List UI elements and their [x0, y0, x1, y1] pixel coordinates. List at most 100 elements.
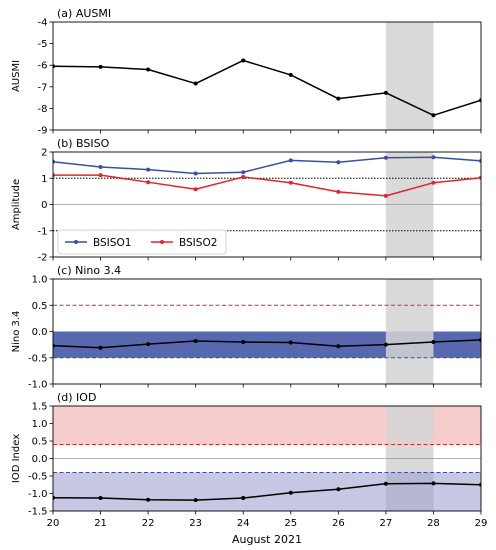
- data-point: [146, 497, 151, 502]
- data-point: [193, 171, 198, 176]
- data-point: [431, 113, 436, 118]
- series-line: [53, 174, 481, 197]
- panel-title: (a) AUSMI: [57, 7, 111, 20]
- panel-ausmi: -9 -8 -7 -6 -5 -4 (a) AUSMI AUSMI: [11, 7, 482, 137]
- data-point: [241, 58, 246, 63]
- y-tick-label: -4: [38, 18, 48, 29]
- panel-title: (d) IOD: [57, 391, 96, 404]
- y-tick-label: -7: [38, 82, 48, 93]
- y-tick-label: 0.5: [32, 301, 48, 312]
- y-tick-label: 0.0: [32, 454, 48, 465]
- x-tick-label: 21: [94, 518, 107, 529]
- highlight-span: [385, 279, 434, 384]
- y-tick-label: -1.0: [28, 380, 48, 391]
- data-point: [146, 167, 151, 172]
- x-tick-label: 20: [47, 518, 60, 529]
- y-tick-label: 0.0: [32, 327, 48, 338]
- data-point: [241, 174, 246, 179]
- data-point: [431, 481, 436, 486]
- data-point: [479, 337, 481, 342]
- data-point: [336, 96, 341, 101]
- data-point: [98, 496, 103, 501]
- panel-bsiso: -2 -1 0 1 2 (b) BSISO Amplitude BSISO1 BSISO2: [11, 137, 482, 264]
- data-point: [53, 495, 55, 500]
- x-tick-label: 27: [380, 518, 393, 529]
- y-tick-label: 2: [41, 148, 47, 159]
- series-line: [53, 59, 481, 117]
- y-tick-label: -1.0: [28, 489, 48, 500]
- shaded-band: [53, 472, 481, 511]
- plot-area: [53, 406, 481, 511]
- data-point: [241, 340, 246, 344]
- data-point: [193, 338, 198, 343]
- data-point: [288, 180, 293, 185]
- data-point: [288, 72, 293, 77]
- x-tick-label: 28: [427, 518, 440, 529]
- data-point: [479, 175, 481, 180]
- data-point: [336, 344, 341, 349]
- data-point: [53, 64, 55, 69]
- data-point: [98, 164, 103, 169]
- data-point: [193, 187, 198, 192]
- legend-marker: [160, 240, 164, 244]
- x-tick-label: 22: [142, 518, 155, 529]
- y-tick-label: -5: [38, 39, 48, 50]
- data-point: [336, 160, 341, 165]
- y-axis-label: Amplitude: [11, 179, 22, 230]
- plot-area: [53, 279, 481, 384]
- axes-frame: [52, 21, 482, 131]
- x-tick-label: 24: [237, 518, 250, 529]
- data-point: [193, 498, 198, 503]
- data-point: [431, 155, 436, 160]
- data-point: [383, 193, 388, 198]
- data-point: [146, 180, 151, 185]
- data-point: [288, 158, 293, 163]
- data-point: [98, 173, 103, 178]
- data-point: [98, 345, 103, 350]
- plot-area: [53, 22, 481, 130]
- panel-nino34: -1.0 -0.5 0.0 0.5 1.0 (c) Nino 3.4 Nino 3.4: [11, 264, 482, 391]
- y-tick-label: 1.0: [32, 275, 48, 286]
- data-point: [146, 342, 151, 347]
- legend-marker: [74, 240, 78, 244]
- data-point: [241, 170, 246, 175]
- data-point: [53, 173, 55, 178]
- y-axis-label: IOD Index: [11, 434, 22, 483]
- data-point: [241, 496, 246, 501]
- panel-title: (b) BSISO: [57, 137, 110, 150]
- data-point: [431, 180, 436, 185]
- y-tick-label: -1: [38, 226, 48, 237]
- legend-box: [57, 229, 227, 255]
- y-tick-label: -0.5: [28, 472, 48, 483]
- y-tick-label: 0: [41, 200, 47, 211]
- legend-label: BSISO2: [179, 237, 217, 249]
- data-point: [146, 67, 151, 72]
- y-tick-label: -0.5: [28, 353, 48, 364]
- highlight-span: [385, 22, 434, 130]
- data-point: [383, 481, 388, 486]
- data-point: [431, 340, 436, 344]
- y-tick-label: -2: [38, 253, 48, 264]
- x-tick-label: 29: [475, 518, 488, 529]
- data-point: [383, 90, 388, 95]
- data-point: [193, 81, 198, 86]
- data-point: [336, 189, 341, 194]
- panel-title: (c) Nino 3.4: [57, 264, 121, 277]
- data-point: [383, 155, 388, 160]
- data-point: [53, 343, 55, 348]
- data-point: [383, 342, 388, 347]
- x-tick-label: 23: [189, 518, 202, 529]
- series-line: [53, 339, 481, 349]
- x-axis-label: August 2021: [232, 533, 302, 546]
- legend-label: BSISO1: [93, 237, 131, 249]
- x-tick-label: 25: [284, 518, 297, 529]
- plot-area: [53, 152, 481, 257]
- data-point: [479, 158, 481, 163]
- data-point: [53, 159, 55, 164]
- y-tick-label: -1.5: [28, 507, 48, 518]
- data-point: [288, 490, 293, 495]
- x-tick-label: 26: [332, 518, 345, 529]
- y-axis-label: AUSMI: [11, 60, 22, 92]
- data-point: [336, 487, 341, 492]
- data-point: [288, 340, 293, 345]
